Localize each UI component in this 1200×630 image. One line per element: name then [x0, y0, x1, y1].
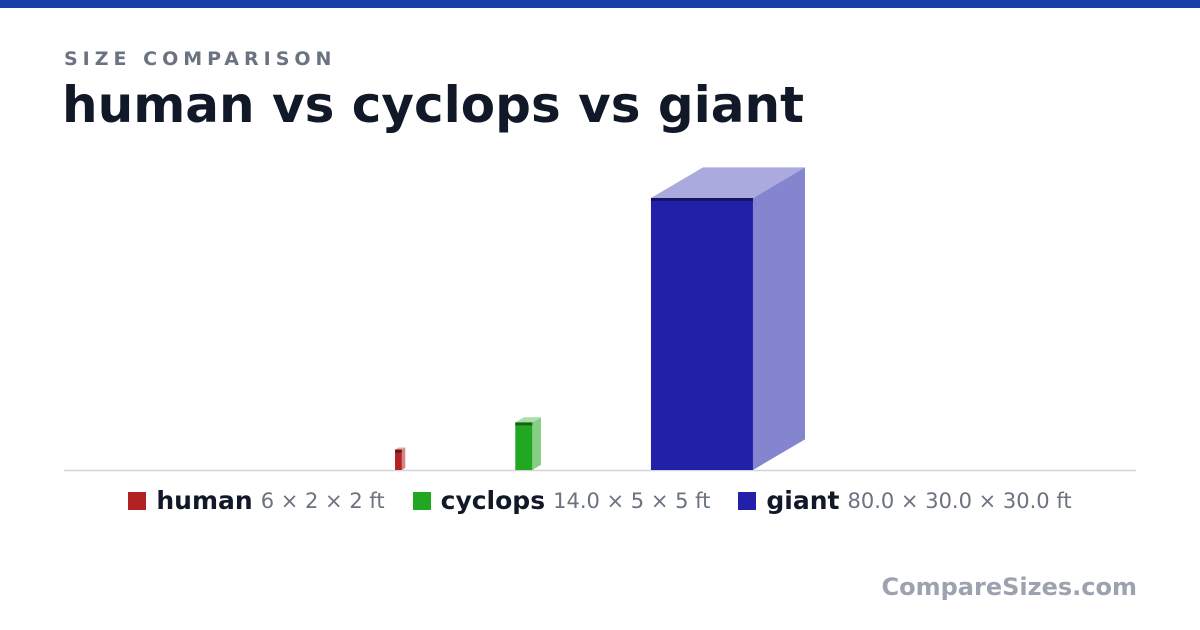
legend-swatch — [412, 491, 431, 510]
box-top — [650, 167, 805, 198]
box-edge — [395, 449, 402, 453]
kicker: SIZE COMPARISON — [64, 48, 337, 70]
footer: CompareSizes.com — [881, 573, 1137, 601]
legend-item: human 6 × 2 × 2 ft — [128, 486, 385, 515]
box-top — [395, 447, 406, 450]
box-front — [395, 449, 402, 470]
box-side — [752, 167, 805, 470]
legend-name: human — [156, 486, 253, 515]
legend-dimensions: 14.0 × 5 × 5 ft — [553, 488, 711, 513]
legend-swatch — [738, 491, 757, 510]
box-edge — [515, 422, 533, 426]
legend-dimensions: 6 × 2 × 2 ft — [260, 488, 385, 513]
box-side — [401, 447, 406, 470]
legend-item: giant 80.0 × 30.0 × 30.0 ft — [738, 486, 1072, 515]
legend: human 6 × 2 × 2 ft cyclops 14.0 × 5 × 5 ft g… — [64, 486, 1136, 515]
top-bar — [0, 0, 1200, 8]
box-side — [532, 417, 541, 470]
chart-title: human vs cyclops vs giant — [62, 76, 805, 134]
box-top — [515, 417, 541, 423]
legend-dimensions: 80.0 × 30.0 × 30.0 ft — [847, 488, 1072, 513]
legend-swatch — [128, 491, 147, 510]
box-front — [515, 422, 533, 470]
box-front — [650, 198, 753, 470]
legend-name: cyclops — [440, 486, 546, 515]
legend-item: cyclops 14.0 × 5 × 5 ft — [412, 486, 711, 515]
legend-name: giant — [766, 486, 840, 515]
box-edge — [650, 198, 753, 201]
